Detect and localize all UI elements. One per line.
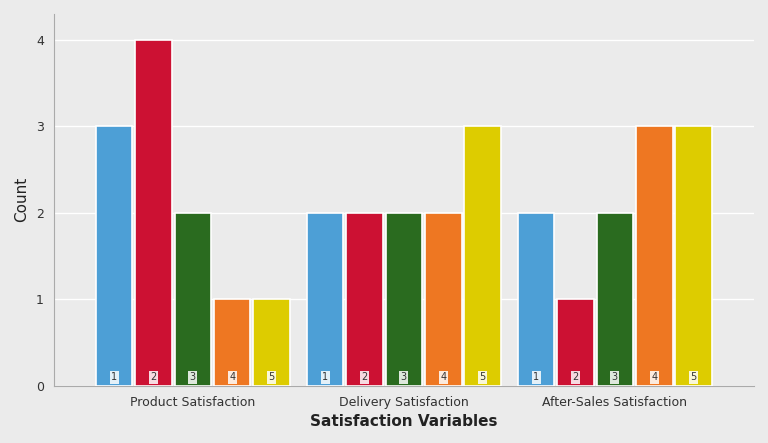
- Text: 1: 1: [111, 373, 117, 382]
- Text: 4: 4: [651, 373, 657, 382]
- Bar: [518, 213, 554, 386]
- Bar: [597, 213, 633, 386]
- Text: 3: 3: [190, 373, 196, 382]
- Text: 4: 4: [440, 373, 446, 382]
- Bar: [465, 126, 501, 386]
- Text: 2: 2: [151, 373, 157, 382]
- Bar: [425, 213, 462, 386]
- Y-axis label: Count: Count: [14, 177, 29, 222]
- Bar: [675, 126, 712, 386]
- Text: 1: 1: [533, 373, 539, 382]
- Bar: [636, 126, 673, 386]
- Text: 1: 1: [322, 373, 328, 382]
- Bar: [557, 299, 594, 386]
- Bar: [306, 213, 343, 386]
- Bar: [386, 213, 422, 386]
- Text: 3: 3: [401, 373, 407, 382]
- Text: 5: 5: [690, 373, 697, 382]
- Bar: [346, 213, 382, 386]
- Bar: [174, 213, 211, 386]
- Bar: [96, 126, 132, 386]
- Text: 5: 5: [479, 373, 485, 382]
- Text: 3: 3: [612, 373, 618, 382]
- Bar: [214, 299, 250, 386]
- Bar: [135, 40, 172, 386]
- Text: 5: 5: [269, 373, 275, 382]
- Text: 2: 2: [572, 373, 578, 382]
- Bar: [253, 299, 290, 386]
- Text: 4: 4: [229, 373, 235, 382]
- X-axis label: Satisfaction Variables: Satisfaction Variables: [310, 414, 498, 429]
- Text: 2: 2: [361, 373, 368, 382]
